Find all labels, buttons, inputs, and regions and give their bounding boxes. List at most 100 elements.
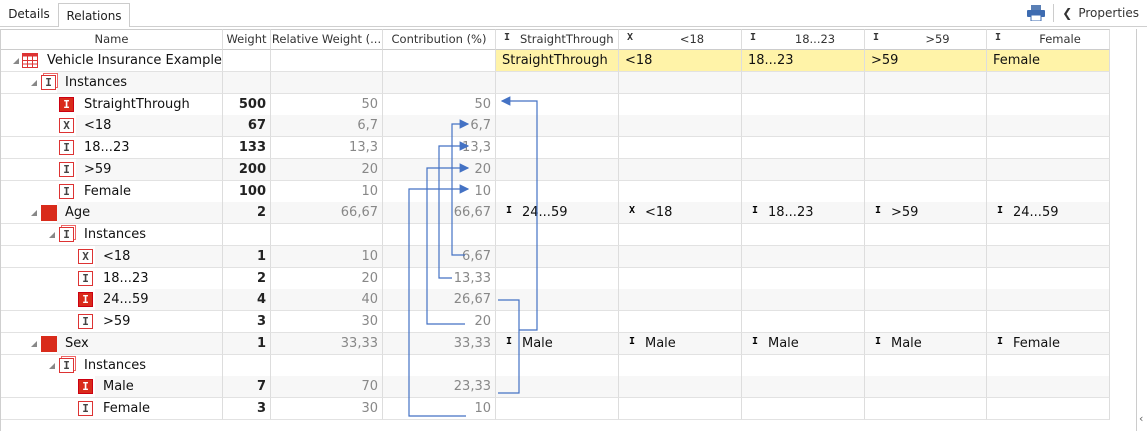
instance-cell[interactable] <box>619 398 742 420</box>
expand-toggle-icon[interactable] <box>49 362 55 369</box>
instance-cell[interactable] <box>619 354 742 377</box>
instance-cell[interactable] <box>987 289 1110 312</box>
column-header-instance[interactable]: I Female <box>987 29 1110 50</box>
instance-cell[interactable] <box>496 137 619 159</box>
table-row[interactable]: I 18...23 2 20 13,33 <box>1 267 1110 290</box>
name-cell[interactable]: I Female <box>1 398 223 420</box>
instance-cell[interactable] <box>742 376 865 399</box>
tab-relations[interactable]: Relations <box>58 3 130 27</box>
instance-cell[interactable] <box>619 245 742 268</box>
instance-cell[interactable] <box>865 354 987 377</box>
instance-cell[interactable] <box>742 93 865 116</box>
table-row[interactable]: I Male 7 70 23,33 <box>1 376 1110 399</box>
vertical-scrollbar[interactable]: ‹ <box>1136 29 1147 431</box>
instance-cell[interactable] <box>496 311 619 333</box>
table-row[interactable]: I Female 100 10 10 <box>1 180 1110 203</box>
table-row[interactable]: Vehicle Insurance Example StraightThrough… <box>1 50 1110 72</box>
name-cell[interactable]: I 24...59 <box>1 289 223 312</box>
instance-cell[interactable] <box>619 71 742 94</box>
table-row[interactable]: Sex 1 33,33 33,33 I Male I Male I Male I Male I Femal… <box>1 332 1110 355</box>
instance-cell[interactable] <box>987 180 1110 203</box>
instance-cell[interactable]: I Male <box>496 332 619 355</box>
name-cell[interactable]: I Male <box>1 376 223 399</box>
instance-cell[interactable] <box>865 245 987 268</box>
table-row[interactable]: I >59 3 30 20 <box>1 311 1110 333</box>
instance-cell[interactable] <box>619 115 742 138</box>
instance-cell[interactable] <box>496 71 619 94</box>
name-cell[interactable]: I Instances <box>1 354 223 377</box>
instance-cell[interactable] <box>987 224 1110 246</box>
instance-cell[interactable] <box>742 289 865 312</box>
instance-cell[interactable] <box>619 158 742 181</box>
instance-cell[interactable]: I >59 <box>865 202 987 225</box>
instance-cell[interactable]: X <18 <box>619 202 742 225</box>
instance-cell[interactable] <box>496 245 619 268</box>
name-cell[interactable]: Sex <box>1 332 223 355</box>
table-row[interactable]: I 18...23 133 13,3 13,3 <box>1 137 1110 159</box>
instance-cell[interactable] <box>619 376 742 399</box>
instance-cell[interactable] <box>742 115 865 138</box>
column-header-contribution[interactable]: Contribution (%) <box>383 29 496 50</box>
printer-icon[interactable] <box>1027 5 1046 21</box>
expand-toggle-icon[interactable] <box>49 232 55 238</box>
name-cell[interactable]: I >59 <box>1 311 223 333</box>
instance-cell[interactable]: I Male <box>619 332 742 355</box>
instance-cell[interactable]: StraightThrough <box>496 50 619 72</box>
instance-cell[interactable] <box>496 398 619 420</box>
instance-cell[interactable] <box>987 158 1110 181</box>
instance-cell[interactable] <box>742 224 865 246</box>
instance-cell[interactable] <box>619 267 742 290</box>
instance-cell[interactable] <box>865 158 987 181</box>
instance-cell[interactable] <box>619 289 742 312</box>
instance-cell[interactable] <box>987 93 1110 116</box>
instance-cell[interactable] <box>496 289 619 312</box>
table-row[interactable]: I >59 200 20 20 <box>1 158 1110 181</box>
properties-button[interactable]: ❮ Properties <box>1062 6 1139 20</box>
expand-toggle-icon[interactable] <box>31 210 37 217</box>
instance-cell[interactable]: I Male <box>742 332 865 355</box>
name-cell[interactable]: I Instances <box>1 224 223 246</box>
table-row[interactable]: I Instances <box>1 224 1110 246</box>
name-cell[interactable]: I >59 <box>1 158 223 181</box>
column-header-name[interactable]: Name <box>1 29 223 50</box>
name-cell[interactable]: Age <box>1 202 223 225</box>
instance-cell[interactable] <box>987 115 1110 138</box>
name-cell[interactable]: I Female <box>1 180 223 203</box>
table-row[interactable]: I 24...59 4 40 26,67 <box>1 289 1110 312</box>
instance-cell[interactable]: >59 <box>865 50 987 72</box>
name-cell[interactable]: Vehicle Insurance Example <box>1 50 223 72</box>
instance-cell[interactable] <box>742 245 865 268</box>
name-cell[interactable]: I Instances <box>1 71 223 94</box>
column-header-weight[interactable]: Weight <box>223 29 271 50</box>
instance-cell[interactable] <box>742 180 865 203</box>
instance-cell[interactable]: I 24...59 <box>496 202 619 225</box>
instance-cell[interactable]: I Male <box>865 332 987 355</box>
instance-cell[interactable] <box>865 137 987 159</box>
name-cell[interactable]: I StraightThrough <box>1 93 223 116</box>
instance-cell[interactable] <box>987 245 1110 268</box>
instance-cell[interactable] <box>496 93 619 116</box>
instance-cell[interactable] <box>987 71 1110 94</box>
expand-toggle-icon[interactable] <box>31 79 37 86</box>
instance-cell[interactable] <box>742 158 865 181</box>
instance-cell[interactable] <box>865 311 987 333</box>
instance-cell[interactable]: I 24...59 <box>987 202 1110 225</box>
instance-cell[interactable] <box>987 376 1110 399</box>
instance-cell[interactable] <box>865 115 987 138</box>
instance-cell[interactable] <box>987 311 1110 333</box>
instance-cell[interactable] <box>865 376 987 399</box>
instance-cell[interactable] <box>987 398 1110 420</box>
instance-cell[interactable] <box>865 398 987 420</box>
column-header-relative-weight[interactable]: Relative Weight (... <box>271 29 383 50</box>
instance-cell[interactable] <box>865 71 987 94</box>
instance-cell[interactable] <box>496 224 619 246</box>
column-header-instance[interactable]: I >59 <box>865 29 987 50</box>
instance-cell[interactable] <box>742 354 865 377</box>
instance-cell[interactable]: Female <box>987 50 1110 72</box>
instance-cell[interactable] <box>742 137 865 159</box>
instance-cell[interactable] <box>865 267 987 290</box>
column-header-instance[interactable]: I StraightThrough <box>496 29 619 50</box>
table-row[interactable]: I Instances <box>1 354 1110 377</box>
instance-cell[interactable] <box>619 180 742 203</box>
table-row[interactable]: I Instances <box>1 71 1110 94</box>
